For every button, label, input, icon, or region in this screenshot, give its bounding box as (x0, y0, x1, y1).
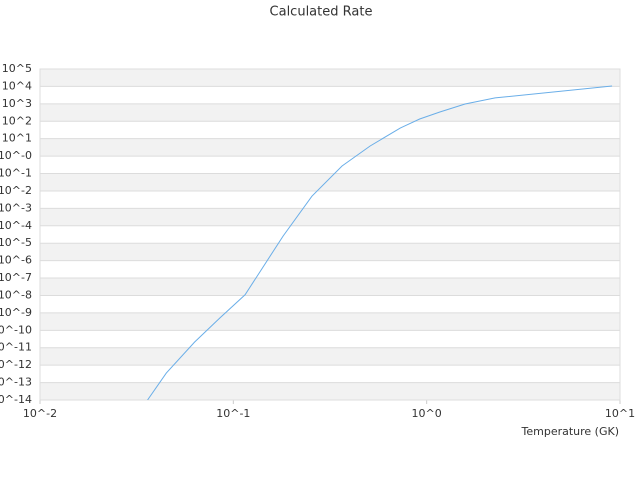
y-tick-label: 10^5 (2, 62, 32, 75)
y-tick-label: 10^-6 (0, 254, 32, 267)
y-tick-label: 10^2 (2, 114, 32, 127)
x-axis-label: Temperature (GK) (521, 425, 620, 438)
y-tick-label: 10^-14 (0, 393, 32, 406)
data-line (147, 85, 613, 400)
y-tick-label: 10^-1 (0, 167, 32, 180)
grid-band (40, 382, 620, 400)
y-tick-label: 10^-2 (0, 184, 32, 197)
y-tick-label: 10^-8 (0, 288, 32, 301)
x-tick-label: 10^-2 (23, 407, 57, 420)
grid-band (40, 243, 620, 261)
grid-band (40, 208, 620, 226)
grid-band (40, 138, 620, 157)
grid-band (40, 69, 620, 87)
y-tick-label: 10^-11 (0, 341, 32, 354)
grid-band (40, 278, 620, 296)
y-tick-label: 10^-0 (0, 149, 32, 162)
grid-band (40, 173, 620, 191)
chart-title: Calculated Rate (270, 5, 373, 20)
y-tick-label: 10^1 (2, 132, 32, 145)
x-tick-label: 10^-1 (216, 407, 250, 420)
y-tick-label: 10^-9 (0, 306, 32, 319)
y-tick-label: 10^-13 (0, 376, 32, 389)
plot-frame (39, 68, 621, 401)
y-tick-label: 10^3 (2, 97, 32, 110)
y-tick-label: 10^-12 (0, 358, 32, 371)
y-tick-label: 10^-3 (0, 201, 32, 214)
grid-band (40, 103, 620, 122)
y-tick-label: 10^-10 (0, 323, 32, 336)
x-tick-label: 10^1 (605, 407, 635, 420)
y-tick-label: 10^-5 (0, 236, 32, 249)
y-tick-label: 10^4 (2, 79, 32, 92)
y-tick-label: 10^-4 (0, 219, 32, 232)
grid-band (40, 312, 620, 331)
y-tick-label: 10^-7 (0, 271, 32, 284)
grid-band (40, 347, 620, 366)
x-tick-label: 10^0 (412, 407, 442, 420)
